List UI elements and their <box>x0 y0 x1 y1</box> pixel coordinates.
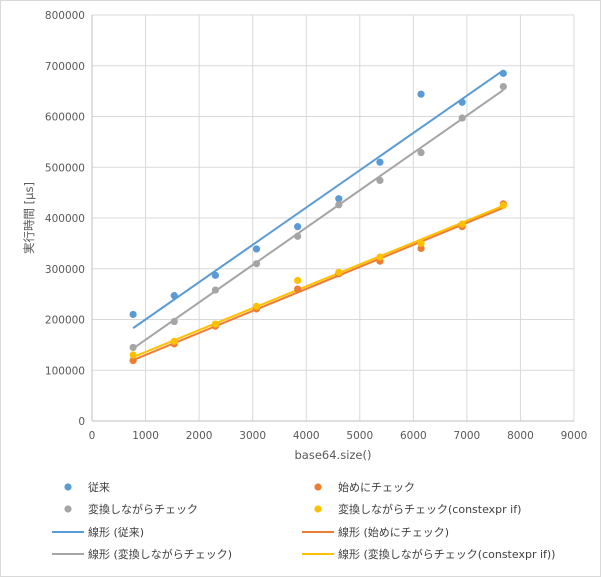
y-axis-label: 実行時間 [µs] <box>22 182 36 254</box>
legend-label: 線形 (始めにチェック) <box>338 525 449 539</box>
x-tick-label: 0 <box>89 430 96 442</box>
legend-item: 線形 (変換しながらチェック(constexpr if)) <box>302 547 555 561</box>
data-point <box>417 244 425 253</box>
trendline <box>132 89 504 350</box>
data-point <box>376 176 384 185</box>
data-point <box>170 292 178 300</box>
legend-item: 従来 <box>64 481 110 494</box>
y-tick-label: 300000 <box>45 264 85 276</box>
data-point <box>170 317 178 326</box>
trendline <box>132 204 504 358</box>
y-tick-label: 800000 <box>45 10 85 22</box>
data-point <box>335 201 343 209</box>
data-point <box>294 232 302 240</box>
data-point <box>252 245 261 253</box>
data-point <box>458 98 466 106</box>
data-point <box>252 302 261 310</box>
y-tick-label: 0 <box>78 416 85 428</box>
data-point <box>211 286 219 294</box>
tick-labels: 0 100000 200000 300000 400000 500000 600000 700… <box>45 10 587 442</box>
x-tick-label: 9000 <box>561 430 588 442</box>
x-tick-label: 2000 <box>186 430 213 442</box>
y-tick-label: 400000 <box>45 213 85 225</box>
data-points <box>129 69 507 365</box>
legend-marker <box>64 483 72 491</box>
data-point <box>294 285 302 293</box>
x-tick-label: 8000 <box>507 430 534 442</box>
legend-marker <box>64 505 72 513</box>
legend-item: 線形 (変換しながらチェック) <box>52 547 232 561</box>
data-point <box>499 201 507 209</box>
x-tick-label: 7000 <box>454 430 481 442</box>
trendline <box>132 69 504 329</box>
data-point <box>499 69 507 77</box>
y-tick-label: 100000 <box>45 365 85 377</box>
data-point <box>129 357 137 365</box>
legend-item: 線形 (始めにチェック) <box>302 525 449 539</box>
data-point <box>499 82 507 91</box>
data-point <box>376 158 384 166</box>
y-tick-label: 500000 <box>45 162 85 174</box>
legend-item: 線形 (従来) <box>52 525 144 539</box>
legend-item: 始めにチェック <box>314 480 415 494</box>
data-point <box>211 271 219 279</box>
y-tick-label: 200000 <box>45 315 85 327</box>
data-point <box>335 195 343 203</box>
legend-label: 変換しながらチェック(constexpr if) <box>338 502 521 516</box>
legend-label: 変換しながらチェック <box>88 502 198 516</box>
legend-item: 変換しながらチェック <box>64 502 198 516</box>
legend-item: 変換しながらチェック(constexpr if) <box>314 502 521 516</box>
legend-marker <box>314 483 322 491</box>
data-point <box>294 276 302 285</box>
trendline <box>132 206 504 362</box>
data-point <box>129 310 137 319</box>
x-axis-label: base64.size() <box>295 448 372 462</box>
data-point <box>376 253 384 261</box>
y-tick-label: 700000 <box>45 61 85 73</box>
data-point <box>294 223 302 231</box>
x-tick-label: 6000 <box>400 430 427 442</box>
legend-label: 線形 (従来) <box>88 525 144 539</box>
data-point <box>417 90 425 98</box>
x-tick-label: 1000 <box>132 430 159 442</box>
axes <box>91 15 574 422</box>
x-tick-label: 4000 <box>293 430 320 442</box>
data-point <box>458 114 466 122</box>
data-point <box>335 268 343 276</box>
data-point <box>458 220 466 228</box>
legend-marker <box>314 505 322 513</box>
data-point <box>129 343 137 352</box>
data-point <box>211 320 219 328</box>
data-point <box>252 260 261 268</box>
data-point <box>417 239 425 247</box>
x-tick-label: 5000 <box>346 430 373 442</box>
legend-label: 始めにチェック <box>338 480 415 494</box>
legend-label: 従来 <box>88 481 110 494</box>
x-tick-label: 3000 <box>239 430 266 442</box>
y-tick-label: 600000 <box>45 112 85 124</box>
legend-label: 線形 (変換しながらチェック) <box>88 547 232 561</box>
data-point <box>417 148 425 157</box>
trendlines <box>132 69 504 362</box>
data-point <box>170 337 178 345</box>
data-point <box>129 351 137 359</box>
legend-label: 線形 (変換しながらチェック(constexpr if)) <box>338 547 555 561</box>
